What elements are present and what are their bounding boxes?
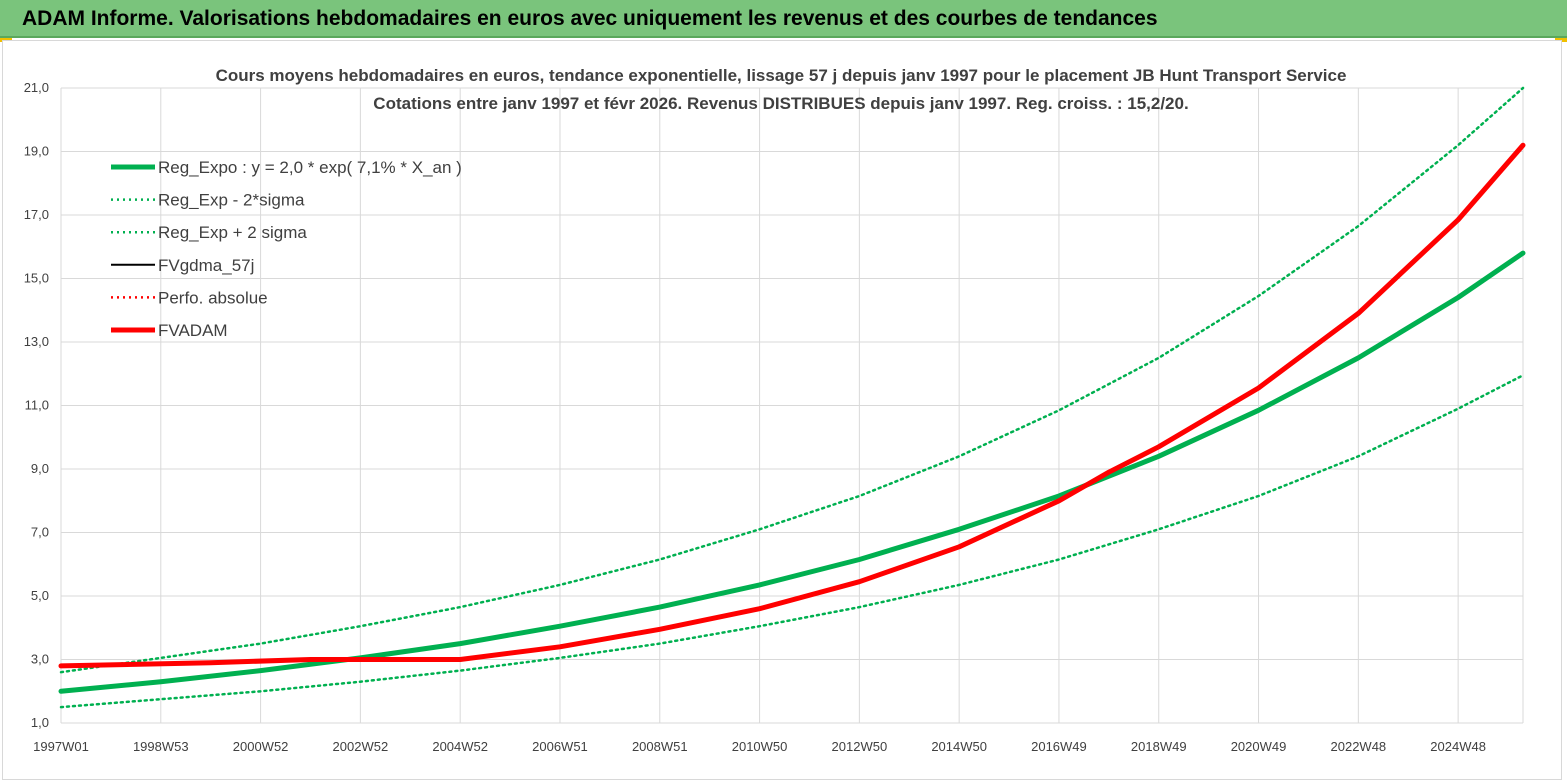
- series-line-2: [59, 86, 1525, 674]
- chart-title-line: Cotations entre janv 1997 et févr 2026. …: [373, 94, 1188, 113]
- chart-title-line: Cours moyens hebdomadaires en euros, ten…: [216, 66, 1347, 85]
- legend-label: FVgdma_57j: [158, 256, 254, 275]
- series-line-5: [58, 142, 1526, 669]
- y-tick-label: 5,0: [31, 588, 49, 603]
- series-line-0: [58, 250, 1526, 694]
- legend-label: Perfo. absolue: [158, 288, 268, 307]
- y-tick-label: 9,0: [31, 461, 49, 476]
- chart-area: 1,0 3,0 5,0 7,0 9,0 11,0 13,0 15,0 17,0 19,0 21,0 1…: [2, 40, 1562, 780]
- x-tick-label: 2002W52: [333, 739, 389, 754]
- x-tick-label: 1997W01: [33, 739, 89, 754]
- report-banner: ADAM Informe. Valorisations hebdomadaire…: [0, 0, 1567, 38]
- x-tick-label: 1998W53: [133, 739, 189, 754]
- y-tick-label: 1,0: [31, 715, 49, 730]
- x-tick-label: 2014W50: [931, 739, 987, 754]
- y-tick-label: 17,0: [24, 207, 49, 222]
- x-tick-label: 2020W49: [1231, 739, 1287, 754]
- y-tick-label: 21,0: [24, 80, 49, 95]
- x-tick-label: 2006W51: [532, 739, 588, 754]
- y-tick-label: 3,0: [31, 652, 49, 667]
- series-line-1: [59, 374, 1525, 709]
- y-tick-label: 7,0: [31, 525, 49, 540]
- x-tick-label: 2012W50: [832, 739, 888, 754]
- y-tick-label: 19,0: [24, 144, 49, 159]
- x-tick-label: 2016W49: [1031, 739, 1087, 754]
- legend-label: Reg_Exp + 2 sigma: [158, 223, 307, 242]
- x-tick-label: 2000W52: [233, 739, 289, 754]
- legend-label: FVADAM: [158, 321, 228, 340]
- x-tick-label: 2018W49: [1131, 739, 1187, 754]
- x-tick-label: 2024W48: [1430, 739, 1486, 754]
- y-tick-label: 13,0: [24, 334, 49, 349]
- x-tick-label: 2010W50: [732, 739, 788, 754]
- y-tick-label: 15,0: [24, 271, 49, 286]
- x-tick-label: 2004W52: [432, 739, 488, 754]
- report-title: ADAM Informe. Valorisations hebdomadaire…: [22, 7, 1158, 30]
- x-tick-label: 2022W48: [1331, 739, 1387, 754]
- legend-label: Reg_Exp - 2*sigma: [158, 191, 305, 210]
- y-tick-label: 11,0: [25, 398, 49, 413]
- legend-label: Reg_Expo : y = 2,0 * exp( 7,1% * X_an ): [158, 158, 462, 177]
- x-tick-label: 2008W51: [632, 739, 688, 754]
- line-chart: 1,0 3,0 5,0 7,0 9,0 11,0 13,0 15,0 17,0 19,0 21,0 1…: [24, 66, 1526, 754]
